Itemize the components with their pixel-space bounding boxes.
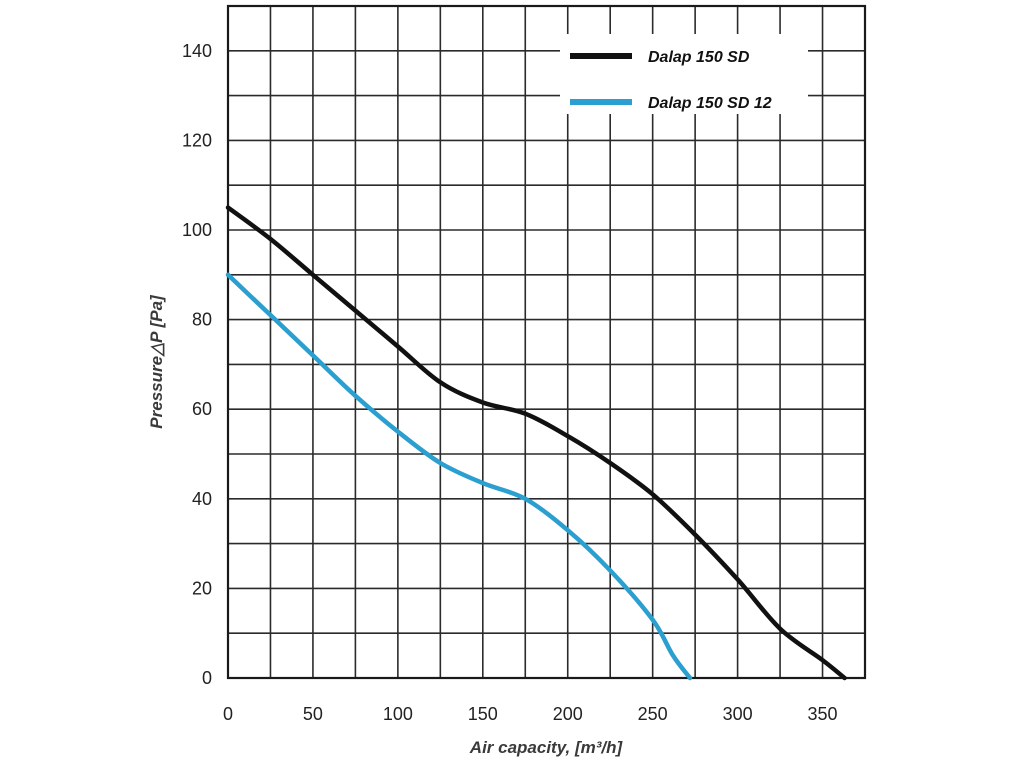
y-tick-label: 140 [182,41,212,61]
y-tick-label: 60 [192,399,212,419]
x-tick-label: 250 [638,704,668,724]
legend: Dalap 150 SD Dalap 150 SD 12 [560,34,808,114]
x-tick-label: 150 [468,704,498,724]
legend-label-1: Dalap 150 SD [648,49,750,66]
curves [225,205,847,681]
y-tick-label: 40 [192,489,212,509]
plot-frame [226,4,867,680]
y-axis-label: Pressure△P [Pa] [147,294,166,429]
series-line-2 [225,272,693,681]
x-tick-label: 300 [723,704,753,724]
x-tick-label: 50 [303,704,323,724]
x-tick-label: 0 [223,704,233,724]
x-axis-label: Air capacity, [m³/h] [469,738,624,757]
x-tick-label: 200 [553,704,583,724]
legend-label-2: Dalap 150 SD 12 [648,95,772,112]
y-axis-ticks: 0 20 40 60 80 100 120 140 [182,41,212,688]
y-tick-label: 80 [192,310,212,330]
y-tick-label: 100 [182,220,212,240]
chart-grid [228,6,865,678]
y-tick-label: 0 [202,668,212,688]
y-tick-label: 120 [182,130,212,150]
y-tick-label: 20 [192,578,212,598]
x-axis-ticks: 0 50 100 150 200 250 300 350 [223,704,838,724]
x-tick-label: 100 [383,704,413,724]
series-line-1 [225,205,847,681]
x-tick-label: 350 [808,704,838,724]
plot-border [226,4,867,680]
